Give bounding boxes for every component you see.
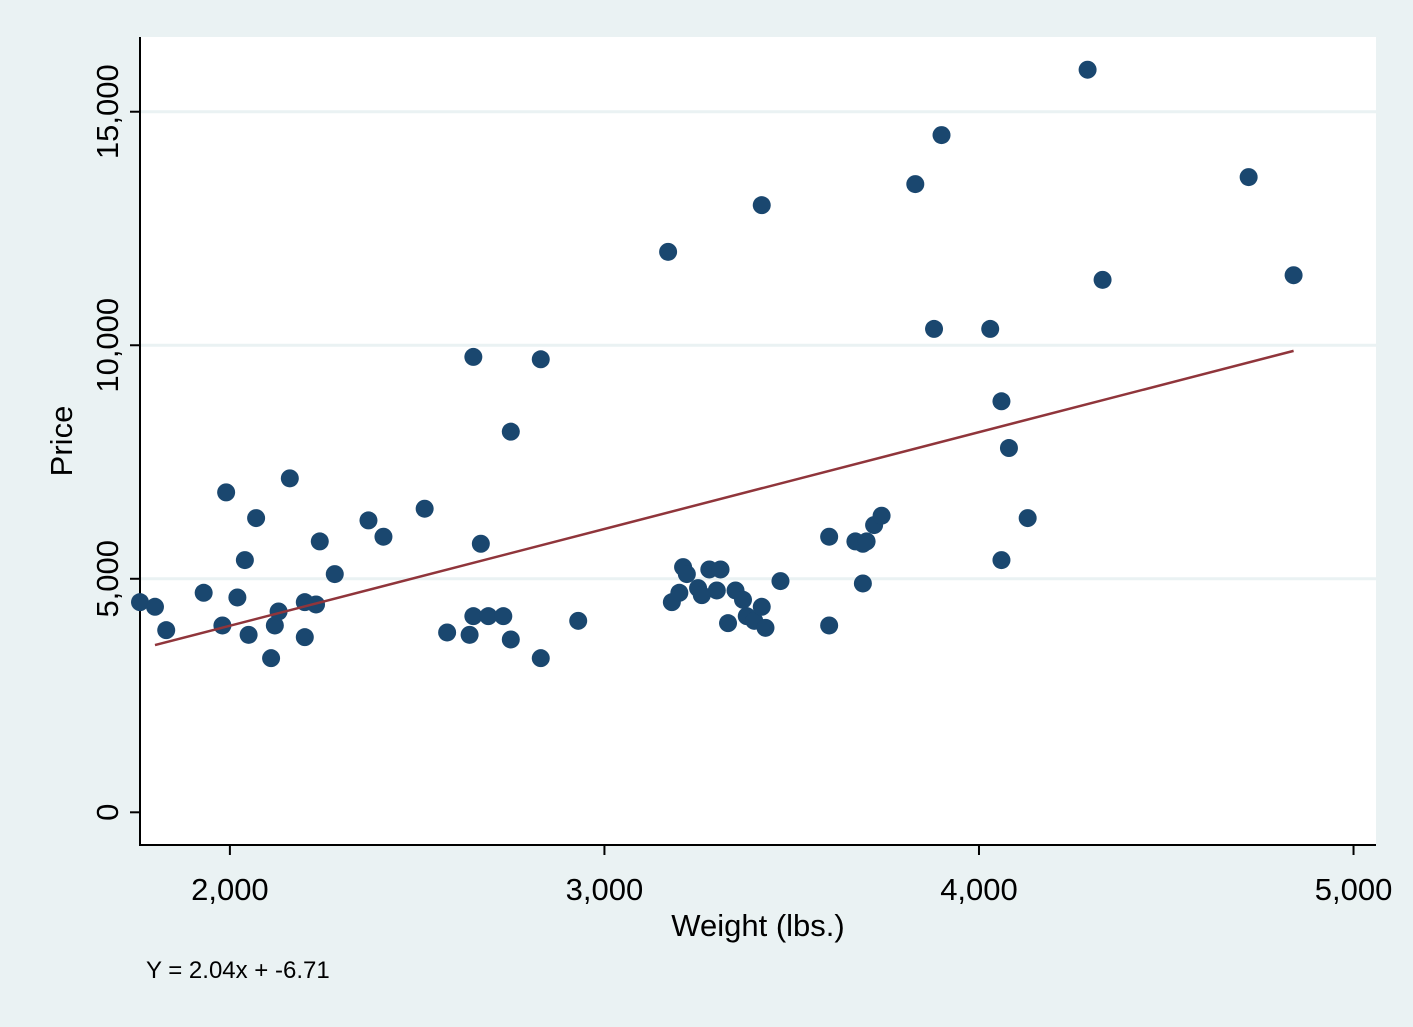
data-point xyxy=(872,506,891,525)
data-point xyxy=(992,392,1011,411)
x-tick-label: 4,000 xyxy=(940,872,1018,907)
data-point xyxy=(1018,509,1037,528)
data-point xyxy=(194,583,213,602)
grid-lines xyxy=(140,110,1376,581)
x-tick-label: 2,000 xyxy=(191,872,269,907)
data-point xyxy=(359,511,378,530)
data-point xyxy=(415,499,434,518)
data-point xyxy=(464,347,483,366)
data-point xyxy=(1078,60,1097,79)
data-point xyxy=(310,532,329,551)
tick-labels: 2,000 3,000 4,000 5,000 0 5,000 10,000 15,000 xyxy=(90,64,1392,907)
axes xyxy=(130,37,1376,855)
data-point xyxy=(262,649,281,668)
data-point xyxy=(857,532,876,551)
data-point xyxy=(374,527,393,546)
data-point xyxy=(1284,266,1303,285)
data-point xyxy=(479,607,498,626)
plot-area xyxy=(140,37,1376,845)
data-point xyxy=(569,611,588,630)
data-point xyxy=(925,319,944,338)
data-point xyxy=(752,196,771,215)
data-point xyxy=(471,534,490,553)
x-axis-title: Weight (lbs.) xyxy=(671,908,844,943)
data-point xyxy=(906,175,925,194)
data-point xyxy=(239,625,258,644)
data-point xyxy=(247,509,266,528)
data-point xyxy=(932,126,951,145)
data-points xyxy=(131,60,1303,668)
data-point xyxy=(228,588,247,607)
data-point xyxy=(707,581,726,600)
data-point xyxy=(853,574,872,593)
data-point xyxy=(280,469,299,488)
data-point xyxy=(269,602,288,621)
fit-equation-note: Y = 2.04x + -6.71 xyxy=(146,957,330,984)
data-point xyxy=(494,607,513,626)
data-point xyxy=(999,439,1018,458)
data-point xyxy=(464,607,483,626)
data-point xyxy=(501,630,520,649)
y-tick-label: 5,000 xyxy=(90,540,125,618)
data-point xyxy=(981,319,1000,338)
data-point xyxy=(670,583,689,602)
data-point xyxy=(659,242,678,261)
data-point xyxy=(752,597,771,616)
data-point xyxy=(157,621,176,640)
data-point xyxy=(265,616,284,635)
data-point xyxy=(692,586,711,605)
fit-line xyxy=(154,349,1294,647)
data-point xyxy=(217,483,236,502)
data-point xyxy=(1239,168,1258,187)
data-point xyxy=(295,628,314,647)
data-point xyxy=(820,527,839,546)
data-point xyxy=(501,422,520,441)
data-point xyxy=(438,623,457,642)
data-point xyxy=(460,625,479,644)
data-point xyxy=(531,350,550,369)
x-tick-label: 5,000 xyxy=(1315,872,1393,907)
y-tick-label: 0 xyxy=(90,804,125,821)
fit-line-layer xyxy=(154,349,1294,647)
data-point xyxy=(531,649,550,668)
data-point xyxy=(719,614,738,633)
y-tick-label: 15,000 xyxy=(90,64,125,159)
data-point xyxy=(734,590,753,609)
data-point xyxy=(325,565,344,584)
x-tick-label: 3,000 xyxy=(566,872,644,907)
y-tick-label: 10,000 xyxy=(90,298,125,393)
data-point xyxy=(756,618,775,637)
data-point xyxy=(771,572,790,591)
data-point xyxy=(711,560,730,579)
data-point xyxy=(131,593,149,612)
data-point xyxy=(677,565,696,584)
data-point xyxy=(145,597,164,616)
data-point xyxy=(820,616,839,635)
y-axis-title: Price xyxy=(44,406,79,477)
data-point xyxy=(1093,270,1112,289)
data-point xyxy=(235,551,254,570)
data-point xyxy=(992,551,1011,570)
